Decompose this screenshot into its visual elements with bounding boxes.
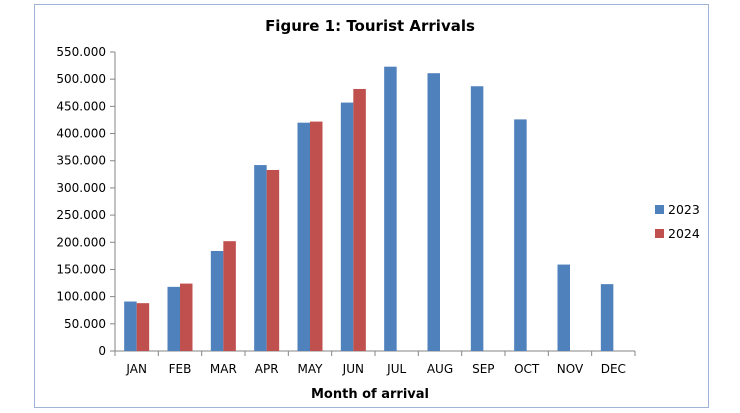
bar-2024-mar [223,241,236,351]
bar-2023-jan [124,301,137,351]
bar-2024-apr [266,169,280,351]
y-tick-label: 200.000 [56,235,106,249]
x-tick-label: DEC [601,362,626,376]
bar-2023-may [297,122,310,351]
x-tick-label: JUL [386,362,406,376]
x-axis-title: Month of arrival [311,387,429,402]
bar-2023-aug [427,73,440,352]
bar-2023-nov [557,264,570,351]
x-tick-label: SEP [472,362,494,376]
x-tick-label: JAN [125,362,147,376]
bar-2024-jun [353,88,366,351]
legend-swatch-2024 [655,229,664,238]
bar-2024-feb [180,283,193,351]
x-tick-label: JUN [342,362,364,376]
x-tick-label: MAR [210,362,237,376]
bar-2023-jul [384,66,397,352]
y-tick-label: 400.000 [56,127,106,141]
bar-2023-apr [254,165,267,351]
y-tick-label: 550.000 [56,45,106,59]
x-tick-label: FEB [169,362,192,376]
bar-2024-may [310,121,323,352]
chart-title: Figure 1: Tourist Arrivals [265,17,475,35]
y-tick-label: 350.000 [56,154,106,168]
x-tick-label: MAY [298,362,324,376]
y-tick-label: 150.000 [56,262,106,276]
y-tick-label: 50.000 [64,317,106,331]
x-axis: JAN FEB MAR APR MAY JUN JUL AUG SEP OCT NOV DEC [114,350,636,376]
y-tick-label: 500.000 [56,72,106,86]
bar-2023-oct [514,119,527,351]
x-tick-label: NOV [557,362,584,376]
y-tick-label: 450.000 [56,99,106,113]
y-axis: 0 50.000 100.000 150.000 200.000 250.000 300.0… [56,45,116,358]
y-tick-label: 100.000 [56,290,106,304]
legend-swatch-2023 [655,205,664,214]
x-tick-label: APR [255,362,279,376]
x-tick-label: OCT [514,362,540,376]
y-tick-label: 300.000 [56,181,106,195]
bars [124,66,614,352]
bar-2024-jan [136,303,150,351]
bar-2023-feb [167,286,180,351]
chart-frame: Figure 1: Tourist Arrivals 0 50.000 100.00… [34,4,709,408]
x-tick-label: AUG [427,362,453,376]
legend-label-2023: 2023 [668,202,700,217]
bar-2023-sep [470,86,484,352]
y-tick-label: 0 [98,344,106,358]
legend: 2023 2024 [655,202,700,241]
bar-2023-jun [340,102,354,351]
legend-label-2024: 2024 [668,226,700,241]
bar-chart: Figure 1: Tourist Arrivals 0 50.000 100.00… [56,17,700,402]
y-tick-label: 250.000 [56,208,106,222]
bar-2023-mar [210,250,224,351]
bar-2023-dec [600,284,614,351]
